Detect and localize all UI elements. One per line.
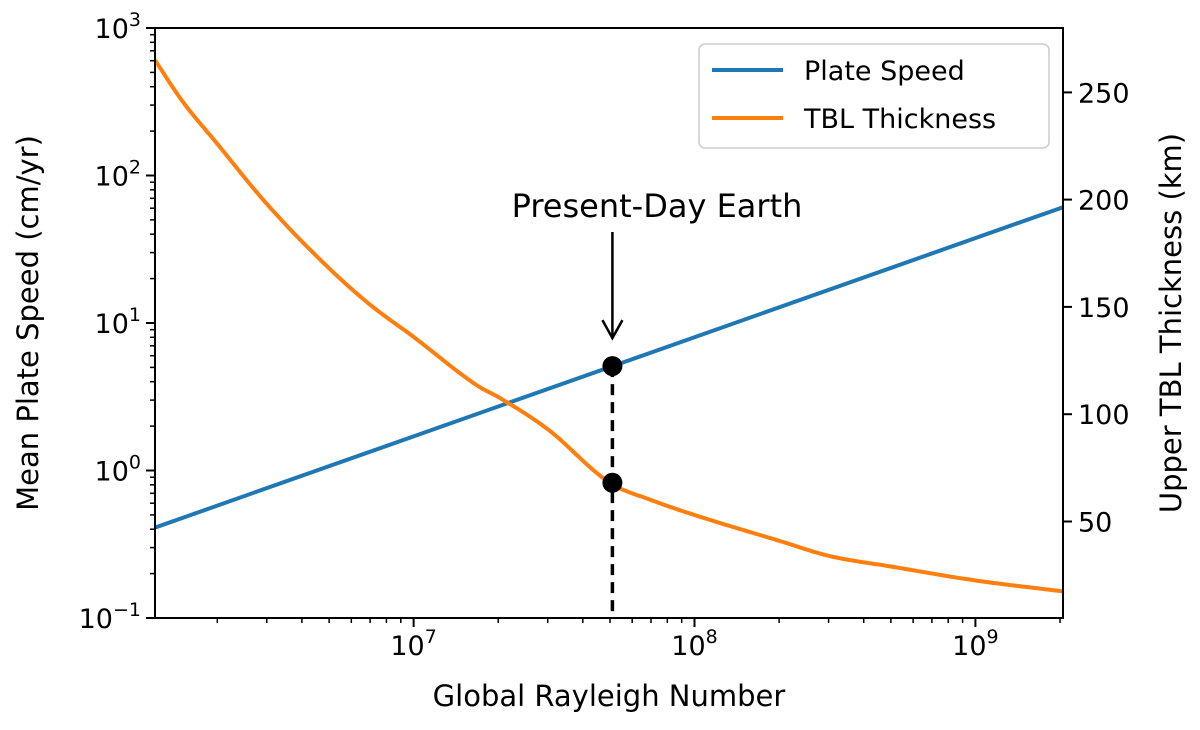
present-day-marker-tbl-thickness [602,472,623,493]
y2-tick-label: 150 [1078,293,1130,324]
y2-tick-label: 100 [1078,400,1130,431]
y-tick-label: 102 [95,157,141,193]
y2-axis-title: Upper TBL Thickness (km) [1154,133,1188,513]
series-line-tbl-thickness [155,59,1063,594]
x-tick-label: 108 [671,626,717,662]
y-tick-label: 101 [95,304,141,340]
x-tick-label: 107 [390,626,436,662]
legend-box [698,43,1050,149]
y-tick-label: 100 [95,452,141,488]
y-axis-title: Mean Plate Speed (cm/yr) [11,135,45,511]
present-day-marker-plate-speed [602,356,623,377]
annotation-present-day-earth: Present-Day Earth [512,187,803,225]
y-tick-label: 103 [95,9,141,45]
y2-tick-label: 200 [1078,186,1130,217]
y2-tick-label: 250 [1078,78,1130,109]
x-tick-label: 109 [952,626,998,662]
y2-tick-label: 50 [1078,508,1112,539]
x-axis-title: Global Rayleigh Number [433,679,786,713]
annotation-arrow-head [601,319,624,341]
legend: Plate Speed TBL Thickness [698,43,1050,149]
legend-label-plate-speed: Plate Speed [804,56,965,87]
legend-label-tbl-thickness: TBL Thickness [803,104,996,135]
y-tick-label: 10−1 [79,599,141,635]
